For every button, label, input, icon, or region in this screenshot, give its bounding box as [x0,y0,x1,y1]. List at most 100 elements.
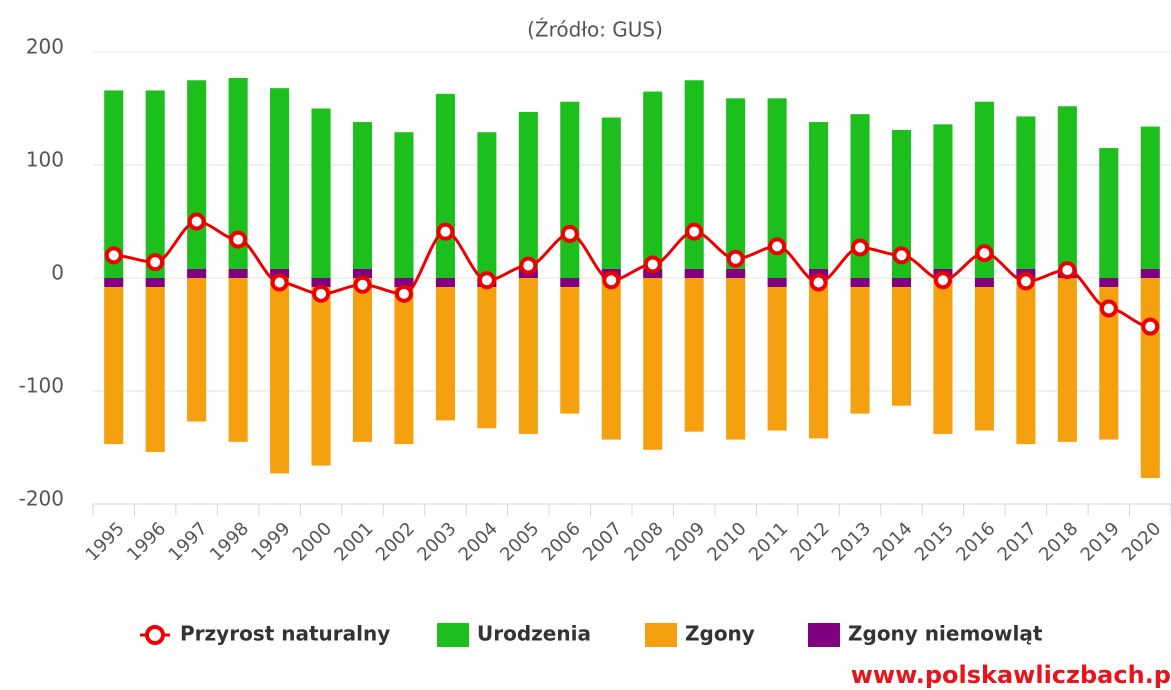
y-tick-label: -200 [19,487,64,511]
bar [104,287,124,445]
bar [643,278,663,450]
bar [270,278,290,474]
bar [145,287,165,453]
bar [974,101,994,278]
line-marker [1016,272,1035,291]
y-tick-label: 0 [51,261,64,285]
bar [311,278,331,288]
x-tick-label: 2001 [330,518,377,565]
x-tick-label: 2005 [496,518,543,565]
bar [809,268,829,278]
bar [518,111,538,269]
bar [394,132,414,278]
line-marker [187,212,206,231]
line-marker [851,238,870,257]
bar [809,122,829,269]
bar [477,132,497,278]
bar [726,98,746,269]
line-marker [270,273,289,292]
bar [684,278,704,432]
bar [850,114,870,279]
bar [891,129,912,278]
bar [394,287,414,445]
line-marker [1141,317,1160,336]
line-marker [353,275,372,294]
line-marker [685,222,704,241]
x-tick-label: 2013 [828,518,875,565]
x-tick-label: 2004 [455,518,502,565]
line-marker [602,271,621,290]
x-tick-label: 2011 [745,518,792,565]
x-tick-label: 1998 [206,518,253,565]
bar [228,77,248,269]
line-marker [892,246,911,265]
bar [228,268,248,278]
bar [311,287,331,466]
legend-label: Zgony niemowląt [848,622,1043,646]
x-tick-label: 1995 [82,518,129,565]
line-marker [104,246,123,265]
line-marker [436,222,455,241]
x-tick-label: 2008 [621,518,668,565]
bar [560,101,580,278]
bar [435,93,455,278]
y-tick-label: 100 [26,148,64,172]
bar [1099,278,1119,288]
bar [311,108,331,278]
x-tick-label: 2016 [952,518,999,565]
bar [643,91,663,269]
line-marker [933,271,952,290]
bar [187,278,207,422]
bar [767,287,787,431]
legend-label: Urodzenia [477,622,591,646]
line-marker [1099,299,1118,318]
x-tick-label: 2019 [1077,518,1124,565]
x-tick-label: 2002 [372,518,419,565]
bar [850,287,870,414]
line-marker [560,224,579,243]
bar [560,287,580,414]
bar [435,287,455,421]
bar [1140,278,1160,479]
x-tick-label: 2020 [1118,518,1165,565]
x-tick-label: 2014 [869,518,916,565]
line-marker [768,237,787,256]
bar [726,268,746,278]
x-tick-label: 2000 [289,518,336,565]
legend-symbol [645,623,677,647]
bar [684,80,704,269]
bar [809,278,829,439]
bar [891,287,912,406]
line-marker [394,284,413,303]
bar [684,268,704,278]
bar [104,278,124,288]
line-marker [726,249,745,268]
bar [1016,278,1036,445]
x-tick-label: 1997 [164,518,211,565]
legend-label: Zgony [685,622,755,646]
bar [1016,116,1036,269]
bar [270,88,290,269]
bar [933,278,953,434]
legend-symbol [437,623,469,647]
bar [352,278,373,442]
bar [974,278,994,288]
x-tick-label: 2018 [1035,518,1082,565]
bar [1140,126,1160,269]
line [113,219,1151,329]
legend-symbol [145,625,165,645]
line-marker [519,256,538,275]
bar [974,287,994,431]
bar [352,268,373,278]
bar [1140,268,1160,278]
y-tick-label: -100 [19,374,64,398]
line-marker [477,271,496,290]
x-tick-label: 2006 [538,518,585,565]
bar [726,278,746,440]
x-tick-label: 2012 [786,518,833,565]
bar [352,122,373,269]
x-tick-label: 2017 [994,518,1041,565]
bar [850,278,870,288]
bar [767,98,787,278]
